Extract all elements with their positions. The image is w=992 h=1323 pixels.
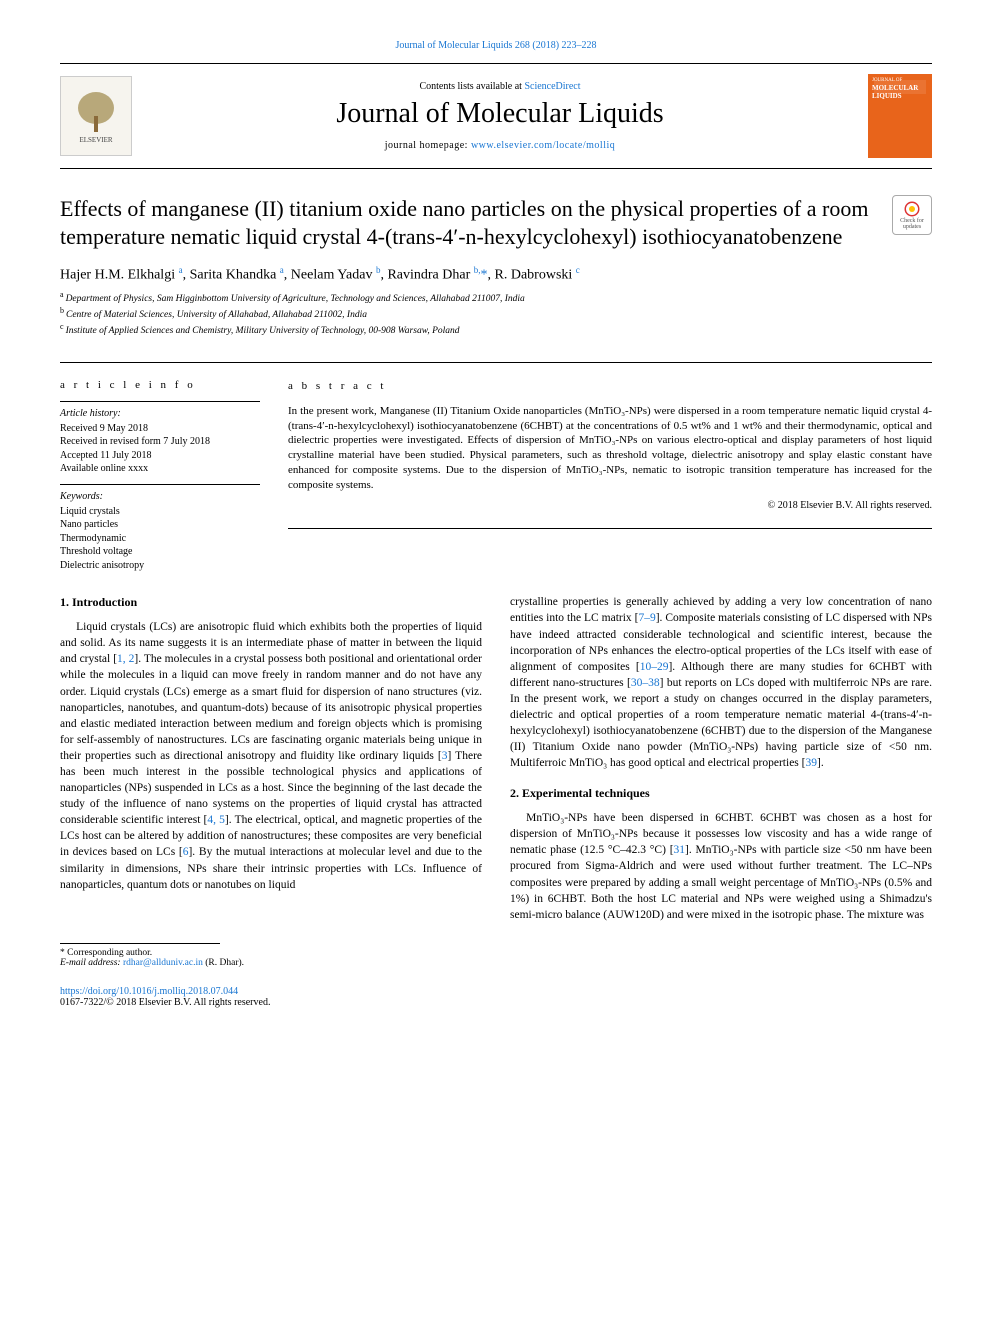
- keyword: Thermodynamic: [60, 532, 260, 546]
- top-citation: Journal of Molecular Liquids 268 (2018) …: [60, 40, 932, 51]
- body-columns: 1. Introduction Liquid crystals (LCs) ar…: [60, 594, 932, 922]
- affiliation-c: cInstitute of Applied Sciences and Chemi…: [60, 322, 932, 338]
- check-updates-badge[interactable]: Check for updates: [892, 195, 932, 235]
- intro-para-2: crystalline properties is generally achi…: [510, 594, 932, 771]
- contents-line: Contents lists available at ScienceDirec…: [148, 81, 852, 92]
- cover-label-small: JOURNAL OF: [872, 78, 902, 83]
- homepage-prefix: journal homepage:: [385, 140, 471, 151]
- homepage-line: journal homepage: www.elsevier.com/locat…: [148, 140, 852, 151]
- keyword: Nano particles: [60, 518, 260, 532]
- journal-title: Journal of Molecular Liquids: [148, 98, 852, 130]
- abstract-label: a b s t r a c t: [288, 379, 932, 394]
- ref-link[interactable]: 39: [805, 757, 817, 769]
- corr-label: * Corresponding author.: [60, 948, 932, 958]
- issn-line: 0167-7322/© 2018 Elsevier B.V. All right…: [60, 997, 932, 1008]
- ref-link[interactable]: 10–29: [640, 661, 669, 673]
- ref-link[interactable]: 31: [674, 844, 686, 856]
- abstract-copyright: © 2018 Elsevier B.V. All rights reserved…: [288, 499, 932, 513]
- corresponding-author: * Corresponding author. E-mail address: …: [60, 948, 932, 968]
- history-line: Available online xxxx: [60, 462, 260, 476]
- crossmark-icon: [903, 200, 921, 218]
- abstract-text: In the present work, Manganese (II) Tita…: [288, 404, 932, 493]
- affiliations: aDepartment of Physics, Sam Higginbottom…: [60, 290, 932, 338]
- abstract-rule: [288, 528, 932, 529]
- doi-block: https://doi.org/10.1016/j.molliq.2018.07…: [60, 986, 932, 1008]
- contents-prefix: Contents lists available at: [419, 81, 524, 92]
- email-link[interactable]: rdhar@allduniv.ac.in: [123, 958, 203, 968]
- intro-para-1: Liquid crystals (LCs) are anisotropic fl…: [60, 619, 482, 893]
- svg-text:ELSEVIER: ELSEVIER: [79, 136, 112, 144]
- history-line: Received 9 May 2018: [60, 422, 260, 436]
- article-info-label: a r t i c l e i n f o: [60, 379, 260, 391]
- masthead: ELSEVIER Contents lists available at Sci…: [60, 63, 932, 169]
- history-head: Article history:: [60, 408, 260, 419]
- history-line: Received in revised form 7 July 2018: [60, 435, 260, 449]
- affiliation-a: aDepartment of Physics, Sam Higginbottom…: [60, 290, 932, 306]
- section-head-intro: 1. Introduction: [60, 594, 482, 611]
- keyword: Dielectric anisotropy: [60, 559, 260, 573]
- ref-link[interactable]: 1, 2: [117, 653, 134, 665]
- affiliation-b: bCentre of Material Sciences, University…: [60, 306, 932, 322]
- ref-link[interactable]: 7–9: [638, 612, 655, 624]
- exp-para-1: MnTiO₃-NPs have been dispersed in 6CHBT.…: [510, 810, 932, 923]
- sciencedirect-link[interactable]: ScienceDirect: [524, 81, 580, 92]
- footnote-rule: [60, 943, 220, 944]
- history-line: Accepted 11 July 2018: [60, 449, 260, 463]
- authors-line: Hajer H.M. Elkhalgi a, Sarita Khandka a,…: [60, 265, 932, 284]
- email-attribution: (R. Dhar).: [203, 958, 244, 968]
- article-title: Effects of manganese (II) titanium oxide…: [60, 195, 878, 251]
- cover-label-big: MOLECULAR LIQUIDS: [872, 84, 932, 100]
- ref-link[interactable]: 30–38: [631, 677, 660, 689]
- abstract-column: a b s t r a c t In the present work, Man…: [288, 379, 932, 573]
- masthead-center: Contents lists available at ScienceDirec…: [148, 81, 852, 151]
- elsevier-tree-icon: ELSEVIER: [69, 86, 123, 146]
- ref-link[interactable]: 4, 5: [207, 814, 225, 826]
- keyword: Threshold voltage: [60, 545, 260, 559]
- homepage-link[interactable]: www.elsevier.com/locate/molliq: [471, 140, 615, 151]
- elsevier-logo: ELSEVIER: [60, 76, 132, 156]
- keyword: Liquid crystals: [60, 505, 260, 519]
- section-head-exp: 2. Experimental techniques: [510, 785, 932, 802]
- article-info-column: a r t i c l e i n f o Article history: R…: [60, 379, 260, 573]
- updates-line2: updates: [903, 224, 921, 230]
- email-label: E-mail address:: [60, 958, 123, 968]
- doi-link[interactable]: https://doi.org/10.1016/j.molliq.2018.07…: [60, 986, 238, 997]
- keywords-head: Keywords:: [60, 491, 260, 502]
- journal-cover-thumb: JOURNAL OF MOLECULAR LIQUIDS: [868, 74, 932, 158]
